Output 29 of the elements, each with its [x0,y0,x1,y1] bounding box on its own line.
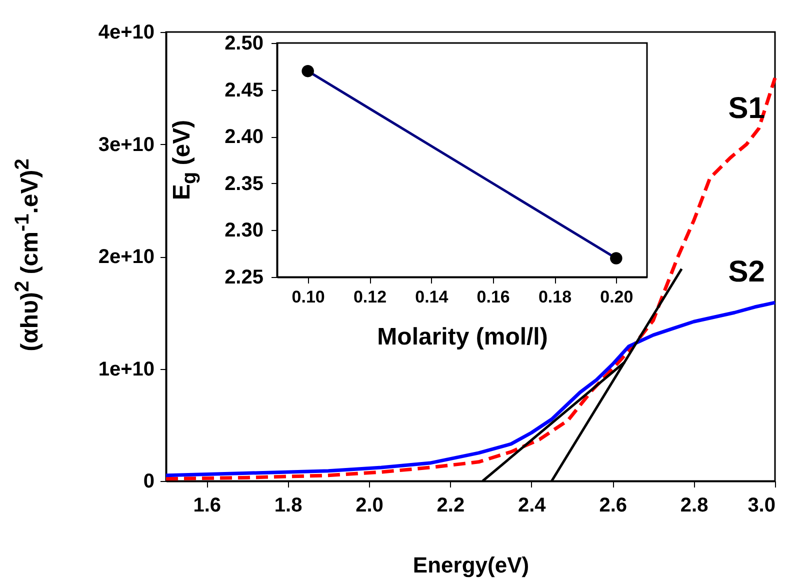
x-tick-label: 2.0 [356,494,384,516]
y-tick-label: 2.50 [224,32,264,54]
y-tick-label: 3e+10 [98,134,154,156]
x-tick-label: 1.8 [274,494,302,516]
series-label: S2 [728,256,765,289]
y-tick-label: 0 [143,470,154,492]
series-label: S1 [728,92,765,126]
x-tick-label: 2.8 [680,494,708,516]
x-tick-label: 0.16 [476,288,510,306]
x-axis-title: Energy(eV) [412,552,530,578]
y-tick-label: 2e+10 [98,246,154,268]
x-tick-label: 3.0 [748,494,776,516]
y-tick-label: 4e+10 [98,22,154,44]
x-tick-label: 0.14 [415,288,449,306]
x-tick-label: 2.2 [436,494,465,516]
y-tick-label: 2.45 [224,79,264,102]
y-tick-label: 2.35 [224,172,264,195]
x-tick-label: 2.6 [599,494,628,516]
y-tick-label: 2.25 [224,266,264,288]
y-tick-label: 2.30 [224,220,264,242]
x-tick-label: 0.20 [600,288,634,306]
x-axis-title: Molarity (mol/l) [377,324,548,350]
x-tick-label: 2.4 [518,494,547,516]
y-tick-label: 1e+10 [98,358,154,380]
x-tick-label: 0.12 [353,288,387,306]
x-tick-label: 1.6 [193,494,222,516]
x-tick-label: 0.18 [538,288,572,306]
y-tick-label: 2.40 [224,126,264,148]
x-tick-label: 0.10 [292,288,325,306]
